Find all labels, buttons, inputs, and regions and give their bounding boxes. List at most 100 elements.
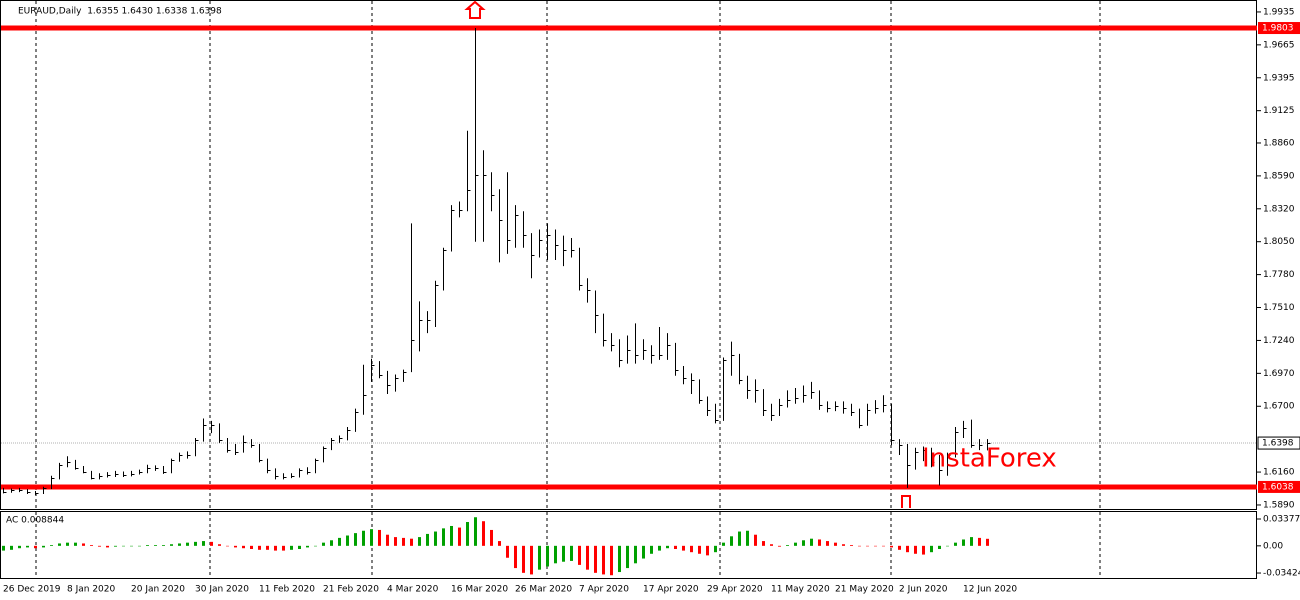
ac-bar xyxy=(18,545,21,549)
y-tick-label: 1.9935 xyxy=(1263,7,1295,17)
x-tick-label: 16 Mar 2020 xyxy=(451,585,508,595)
y-tick-label: 1.7780 xyxy=(1263,270,1295,280)
level-box xyxy=(1258,22,1300,35)
y-tick-label: 1.6970 xyxy=(1263,369,1295,379)
y-tick-label: 1.9395 xyxy=(1263,73,1295,83)
ac-bar xyxy=(170,544,173,546)
ac-bar xyxy=(306,545,309,548)
ac-bar xyxy=(10,545,13,550)
ac-bar xyxy=(914,545,917,554)
level-label: 1.9803 xyxy=(1262,24,1294,34)
symbol-header: EURAUD,Daily 1.6355 1.6430 1.6338 1.6398 xyxy=(18,7,222,17)
ac-bar xyxy=(650,545,653,554)
x-tick-label: 8 Jan 2020 xyxy=(67,585,115,595)
ac-bar xyxy=(762,541,765,546)
ac-bar xyxy=(546,545,549,567)
ac-bar xyxy=(714,545,717,553)
current-price-label: 1.6398 xyxy=(1262,439,1294,449)
ac-bar xyxy=(162,545,165,546)
ac-bar xyxy=(602,545,605,575)
ac-bar xyxy=(858,545,861,547)
ac-bar xyxy=(394,537,397,546)
ac-bar xyxy=(922,545,925,555)
ac-bar xyxy=(202,541,205,546)
x-tick-label: 11 May 2020 xyxy=(771,585,830,595)
x-tick-label: 30 Jan 2020 xyxy=(195,585,249,595)
ac-bar xyxy=(434,531,437,546)
ac-bar xyxy=(146,545,149,546)
ac-panel-frame xyxy=(0,511,1257,579)
ac-bar xyxy=(530,545,533,575)
y-tick-label: -0.03424 xyxy=(1263,569,1300,579)
x-tick-label: 12 Jun 2020 xyxy=(963,585,1017,595)
ac-bar xyxy=(114,545,117,547)
ac-bar xyxy=(138,545,141,547)
ac-bar xyxy=(362,530,365,546)
ac-bar xyxy=(314,545,317,547)
ac-bar xyxy=(570,545,573,561)
ac-bar xyxy=(562,545,565,562)
level-label: 1.6038 xyxy=(1262,482,1294,492)
ac-bar xyxy=(770,544,773,546)
ac-bar xyxy=(122,545,125,547)
y-tick-label: 1.8320 xyxy=(1263,204,1295,214)
ac-bar xyxy=(346,535,349,546)
ac-bar xyxy=(938,545,941,550)
low-arrow xyxy=(901,495,911,508)
ac-bar xyxy=(962,539,965,546)
ac-bar xyxy=(218,544,221,546)
ac-bar xyxy=(626,545,629,569)
ac-bar xyxy=(26,545,29,548)
ac-bar xyxy=(882,545,885,547)
ac-bar xyxy=(410,538,413,546)
ac-bar xyxy=(850,545,853,546)
ac-bar xyxy=(690,545,693,553)
ac-bar xyxy=(842,544,845,546)
x-tick-label: 17 Apr 2020 xyxy=(643,585,699,595)
ac-bar xyxy=(290,545,293,550)
ac-bar xyxy=(578,545,581,565)
ac-bar xyxy=(442,528,445,546)
ac-bar xyxy=(130,545,133,547)
y-tick-label: 1.6700 xyxy=(1263,402,1295,412)
y-tick-label: 1.7240 xyxy=(1263,336,1295,346)
ac-bar xyxy=(418,537,421,546)
y-tick-label: 1.6160 xyxy=(1263,468,1295,478)
y-tick-label: 1.8590 xyxy=(1263,171,1295,181)
x-tick-label: 2 Jun 2020 xyxy=(899,585,948,595)
ac-bar xyxy=(890,545,893,548)
ac-bar xyxy=(386,534,389,546)
ac-bar xyxy=(330,540,333,546)
y-tick-label: 1.5890 xyxy=(1263,500,1295,510)
ac-bar xyxy=(682,545,685,551)
ac-bar xyxy=(786,545,789,546)
x-tick-label: 21 Feb 2020 xyxy=(323,585,379,595)
ac-bar xyxy=(58,543,61,546)
ac-bar xyxy=(802,540,805,546)
x-tick-label: 4 Mar 2020 xyxy=(387,585,439,595)
ac-bar xyxy=(554,545,557,564)
ac-bar xyxy=(354,533,357,546)
ac-bar xyxy=(338,537,341,546)
ac-bar xyxy=(498,541,501,546)
ac-bar xyxy=(586,545,589,570)
ac-bar xyxy=(522,545,525,573)
y-tick-label: 1.9125 xyxy=(1263,106,1295,116)
indicator-header: AC 0.008844 xyxy=(6,516,64,526)
ac-bar xyxy=(618,545,621,573)
ac-bar xyxy=(826,541,829,546)
ac-bar xyxy=(722,542,725,546)
y-tick-label: 0.00 xyxy=(1263,541,1283,551)
ac-bar xyxy=(50,545,53,546)
ac-bar xyxy=(738,531,741,546)
y-tick-label: 1.8050 xyxy=(1263,237,1295,247)
ac-bar xyxy=(266,545,269,550)
ac-bar xyxy=(250,545,253,550)
ac-bar xyxy=(154,545,157,546)
ac-bar xyxy=(90,545,93,546)
x-tick-label: 11 Feb 2020 xyxy=(259,585,315,595)
x-tick-label: 7 Apr 2020 xyxy=(579,585,629,595)
x-tick-label: 26 Dec 2019 xyxy=(3,585,61,595)
